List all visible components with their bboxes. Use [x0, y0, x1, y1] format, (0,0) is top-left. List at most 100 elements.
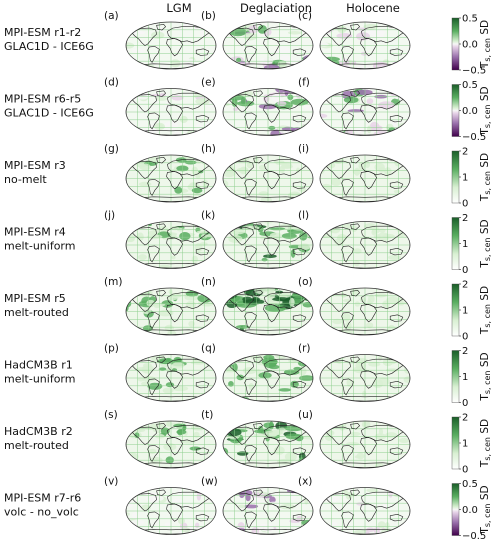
coastline-south-america: [147, 245, 160, 263]
data-cell: [126, 428, 129, 437]
coastline-australia: [292, 513, 307, 522]
data-cell: [272, 297, 291, 302]
colorbar-label: Ts, cen SD: [479, 219, 492, 268]
colorbar-tick-label: 0: [462, 465, 468, 476]
colorbar-tick-label: 0.0: [462, 505, 478, 516]
data-cell: [320, 123, 326, 129]
data-cell: [195, 123, 203, 130]
data-cell: [367, 299, 372, 306]
data-cell: [343, 96, 359, 104]
coastline-australia: [389, 48, 404, 56]
coastline-north-america: [324, 426, 351, 445]
coastline-greenland: [156, 24, 167, 31]
data-cell: [374, 293, 387, 298]
map-outline: [125, 287, 217, 336]
data-cell: [320, 24, 335, 33]
coastline-north-america: [324, 27, 351, 46]
coastline-south-america: [244, 179, 257, 196]
row-label: MPI-ESM r7-r6: [4, 492, 81, 505]
colorbar-tick-label: 0.5: [462, 14, 478, 25]
data-cell: [356, 64, 371, 69]
colorbar-tick-label: 1: [462, 306, 468, 317]
column-header: Deglaciation: [240, 1, 312, 15]
data-cell: [126, 233, 136, 243]
coastline-north-america: [227, 227, 254, 246]
row-sublabel: melt-routed: [4, 439, 69, 452]
data-cell: [345, 321, 352, 331]
data-cell: [297, 243, 311, 251]
data-cell: [234, 288, 241, 293]
data-cell: [320, 183, 333, 191]
coastline-africa: [263, 370, 281, 389]
coastline-greenland: [350, 24, 361, 31]
data-cell: [171, 362, 185, 369]
coastline-greenland: [350, 489, 361, 496]
coastline-south-america: [147, 445, 160, 462]
coastline-south-america: [341, 245, 354, 263]
colorbar-gradient: [451, 416, 460, 470]
panel-letter: (v): [104, 476, 118, 488]
coastline-north-america: [130, 426, 157, 445]
data-cell: [181, 527, 191, 533]
data-cell: [223, 522, 227, 527]
coastline-australia: [389, 380, 404, 389]
map-outline: [222, 154, 314, 203]
data-cell: [132, 31, 146, 35]
data-cell: [357, 27, 368, 31]
data-cell: [164, 522, 172, 527]
data-cell: [223, 327, 236, 335]
data-cell: [223, 102, 231, 107]
map-outline: [222, 88, 314, 136]
data-cell: [126, 58, 136, 66]
data-cell: [326, 64, 332, 69]
column-header: LGM: [166, 1, 191, 15]
map-panel: (h): [201, 143, 314, 203]
coastline-africa: [263, 171, 281, 190]
data-cell: [192, 197, 201, 202]
map-panel: (u): [298, 409, 411, 469]
data-cell: [200, 28, 206, 38]
colorbar-tick-label: −0.5: [462, 66, 486, 77]
panel-letter: (d): [104, 77, 119, 89]
map-outline: [222, 354, 314, 402]
map-panel: (n): [201, 276, 314, 336]
row-sublabel: volc - no_volc: [4, 506, 79, 519]
map-outline: [222, 287, 314, 336]
colorbar-tick-label: 1: [462, 372, 468, 383]
panel-letter: (r): [298, 343, 311, 355]
coastline-north-america: [130, 360, 157, 379]
colorbar-gradient: [451, 17, 460, 71]
map-panel: (r): [298, 343, 411, 402]
colorbar: 2 1 0 Ts, cen SD: [451, 280, 492, 343]
data-cell: [168, 289, 173, 295]
coastline-greenland: [156, 90, 167, 97]
data-cell: [181, 440, 196, 444]
colorbar-tick-label: −0.5: [462, 531, 486, 542]
map-panel: (o): [298, 276, 411, 336]
panel-letter: (h): [201, 143, 216, 155]
data-cell: [164, 324, 175, 332]
data-cell: [128, 155, 138, 164]
data-cell: [207, 527, 216, 535]
row-sublabel: melt-uniform: [4, 240, 75, 253]
colorbar-tick-label: 2: [462, 280, 468, 291]
data-cell: [185, 290, 199, 297]
map-panel: (m): [104, 276, 217, 336]
colorbar-label: Ts, cen SD: [479, 419, 492, 468]
map-panel: (s): [104, 409, 217, 469]
coastline-africa: [360, 237, 378, 256]
data-cell: [326, 431, 332, 440]
map-outline: [319, 420, 411, 469]
data-cell: [295, 434, 304, 442]
data-cell: [189, 446, 202, 451]
data-cell: [208, 64, 213, 69]
data-cell: [227, 423, 242, 428]
data-cell: [179, 115, 188, 124]
colorbar-gradient: [451, 283, 460, 337]
coastline-north-america: [324, 493, 351, 512]
coastline-africa: [263, 304, 281, 323]
colorbar-gradient: [451, 217, 460, 270]
coastline-greenland: [253, 90, 264, 97]
data-cell: [320, 58, 328, 62]
coastline-africa: [166, 104, 184, 123]
